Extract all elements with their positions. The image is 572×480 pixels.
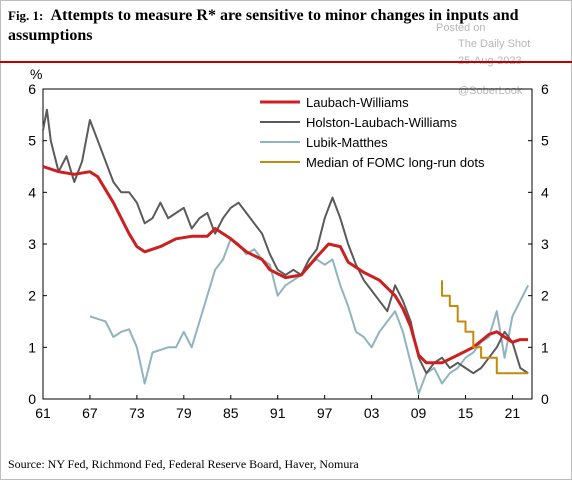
x-tick-label: 67 — [82, 405, 98, 421]
y-tick-label-left: 1 — [28, 339, 36, 355]
watermark-handle: @SoberLook — [458, 85, 523, 97]
y-tick-label-right: 1 — [541, 339, 549, 355]
y-tick-label-right: 6 — [541, 81, 549, 97]
plot-area-border — [42, 88, 533, 400]
x-tick-label: 61 — [35, 405, 51, 421]
y-tick-label-left: 2 — [28, 288, 36, 304]
header-rule — [0, 61, 572, 63]
y-tick-label-right: 4 — [541, 184, 549, 200]
series-line-lubik-matthes — [89, 237, 529, 395]
x-tick-label: 15 — [458, 405, 474, 421]
y-tick-label-right: 2 — [541, 288, 549, 304]
x-tick-label: 97 — [317, 405, 333, 421]
x-tick-label: 21 — [505, 405, 521, 421]
axes: 0 0 1 1 2 2 3 3 4 4 5 5 6 6 61 67 73 79 85 91 97 03 09 15 21 — [28, 81, 549, 421]
chart-title: Fig. 1: Attempts to measure R* are sensi… — [8, 6, 528, 46]
y-tick-label-left: 5 — [28, 133, 36, 149]
x-tick-label: 09 — [411, 405, 427, 421]
legend-label: Lubik-Matthes — [306, 135, 388, 150]
title-text: Attempts to measure R* are sensitive to … — [8, 7, 519, 44]
x-tick-label: 85 — [223, 405, 239, 421]
y-tick-label-right: 3 — [541, 236, 549, 252]
series-line-median-of-fomc-long-run-dots — [441, 280, 529, 375]
y-tick-label-left: 0 — [28, 391, 36, 407]
legend: Laubach-Williams Holston-Laubach-Williams… — [260, 95, 485, 170]
watermark-site: The Daily Shot — [458, 38, 531, 50]
y-tick-label-right: 0 — [541, 391, 549, 407]
x-tick-label: 03 — [364, 405, 380, 421]
watermark-posted: Posted on — [436, 22, 486, 34]
x-tick-label: 73 — [129, 405, 145, 421]
x-tick-label: 79 — [176, 405, 192, 421]
series-line-laubach-williams — [42, 165, 529, 365]
legend-label: Holston-Laubach-Williams — [306, 115, 457, 130]
y-tick-label-left: 4 — [28, 184, 36, 200]
y-tick-label-left: 6 — [28, 81, 36, 97]
x-tick-label: 91 — [270, 405, 286, 421]
y-axis-unit: % — [30, 66, 42, 82]
figure-label: Fig. 1: — [8, 8, 44, 23]
series-line-holston-laubach-williams — [42, 108, 529, 375]
source-note: Source: NY Fed, Richmond Fed, Federal Re… — [8, 457, 359, 471]
legend-label: Laubach-Williams — [306, 95, 409, 110]
y-tick-label-right: 5 — [541, 133, 549, 149]
y-tick-label-left: 3 — [28, 236, 36, 252]
series-lines — [42, 108, 529, 395]
legend-label: Median of FOMC long-run dots — [306, 155, 485, 170]
